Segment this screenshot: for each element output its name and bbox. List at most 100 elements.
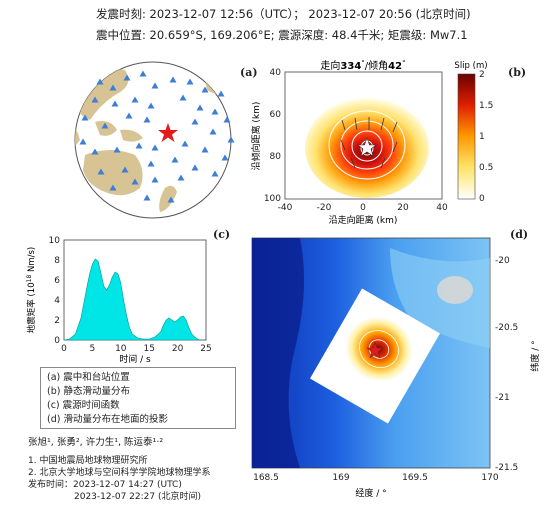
c-xtick: 0 xyxy=(61,344,67,354)
d-xtick: 170 xyxy=(481,473,498,483)
panel-a-label: (a) xyxy=(240,66,258,79)
c-ytick: 4 xyxy=(54,296,60,306)
legend-item: (c) 震源时间函数 xyxy=(47,400,120,411)
station-triangle xyxy=(221,154,229,161)
b-colorbar-ticks: 0 0.5 1 1.5 2 xyxy=(479,70,493,204)
station-triangle xyxy=(81,114,89,121)
station-triangle xyxy=(227,136,235,143)
station-triangle xyxy=(97,168,105,175)
panel-legend: (a) 震中和台站位置 (b) 静态滑动量分布 (c) 震源时间函数 (d) 滑… xyxy=(40,367,236,429)
panel-c-stf: 0 5 10 15 20 25 0 2 4 6 8 10 时间 / s 地震矩率… xyxy=(26,236,212,365)
depth-text: 震源深度: 48.4千米; xyxy=(278,28,385,42)
b-dip-label: /倾角 xyxy=(365,60,388,72)
land-masses xyxy=(75,68,231,212)
station-triangle xyxy=(139,70,147,77)
c-yticks: 0 2 4 6 8 10 xyxy=(49,236,61,346)
b-hypocenter-star xyxy=(357,137,377,157)
station-triangle xyxy=(135,142,143,149)
b-xtick: 40 xyxy=(436,203,448,213)
c-xtick: 20 xyxy=(172,344,184,354)
b-xtick: -20 xyxy=(317,203,332,213)
station-triangle xyxy=(147,160,155,167)
panel-c-label: (c) xyxy=(213,228,231,241)
c-ytick: 2 xyxy=(54,316,60,326)
epicenter-lat: 20.659°S, xyxy=(149,28,207,42)
b-ytick: 100 xyxy=(264,194,281,204)
b-cbar-tick: 0.5 xyxy=(479,163,493,173)
panel-b-slip-map: -40 -20 0 20 40 40 60 80 100 沿走向距离 (km) … xyxy=(250,60,493,226)
epicenter-line: 震中位置: 20.659°S, 169.206°E; 震源深度: 48.4千米;… xyxy=(96,27,468,43)
station-triangle xyxy=(109,84,117,91)
station-triangle xyxy=(171,156,179,163)
station-triangle xyxy=(217,90,225,97)
d-island xyxy=(437,276,473,304)
d-ytick: -21 xyxy=(495,393,510,403)
station-triangle xyxy=(201,86,209,93)
c-xtick: 5 xyxy=(90,344,96,354)
station-triangle xyxy=(186,78,194,85)
station-triangle xyxy=(123,74,131,81)
credits-authors: 张旭¹, 张勇², 许力生¹, 陈运泰¹·² xyxy=(28,437,164,448)
legend-item: (d) 滑动量分布在地面的投影 xyxy=(47,414,168,425)
station-triangle xyxy=(131,96,139,103)
b-ytick: 60 xyxy=(270,110,282,120)
station-triangle xyxy=(109,184,117,191)
credits-release-utc: 2023-12-07 14:27 (UTC) xyxy=(73,480,182,490)
d-xticks: 168.5 169 169.5 170 xyxy=(253,473,499,483)
b-cbar-tick: 0 xyxy=(479,194,485,204)
d-xtick: 169 xyxy=(332,473,349,483)
d-xtick: 169.5 xyxy=(402,473,428,483)
station-triangle xyxy=(101,122,109,129)
station-triangle xyxy=(151,144,159,151)
credits-affil2: 2. 北京大学地球与空间科学学院地球物理学系 xyxy=(28,468,211,478)
station-triangle xyxy=(113,146,121,153)
station-triangle xyxy=(167,196,175,203)
c-ytick: 6 xyxy=(54,276,60,286)
station-triangle xyxy=(147,102,155,109)
station-triangle xyxy=(169,76,177,83)
b-xtick: 0 xyxy=(360,203,366,213)
panel-d-label: (d) xyxy=(510,228,529,241)
b-cbar-tick: 1.5 xyxy=(479,101,493,111)
station-triangle xyxy=(111,100,119,107)
land-new-guinea xyxy=(120,129,143,142)
legend-item: (b) 静态滑动量分布 xyxy=(47,386,130,397)
station-markers xyxy=(79,70,235,203)
land-new-zealand xyxy=(159,185,177,212)
station-triangle xyxy=(196,104,204,111)
epicenter-label: 震中位置: xyxy=(96,28,146,42)
credits-release-line: 发布时间：2023-12-07 14:27 (UTC) xyxy=(28,479,182,491)
origin-time-local: 2023-12-07 20:56 (北京时间) xyxy=(308,7,471,21)
station-triangle xyxy=(191,118,199,125)
c-ylabel: 地震矩率 (1018 Nm/s) xyxy=(26,247,37,333)
station-triangle xyxy=(211,170,219,177)
b-ylabel: 沿倾向距离 (km) xyxy=(250,102,262,171)
station-triangle xyxy=(91,148,99,155)
b-title: 走向334°/倾角42° xyxy=(320,60,405,72)
station-triangle xyxy=(223,116,231,123)
b-xticks: -40 -20 0 20 40 xyxy=(278,203,448,213)
c-ytick: 0 xyxy=(54,336,60,346)
station-triangle xyxy=(201,146,209,153)
epicenter-star xyxy=(158,123,178,142)
panel-b-label: (b) xyxy=(508,66,527,79)
d-ytick: -21.5 xyxy=(495,463,518,473)
c-ytick: 8 xyxy=(54,256,60,266)
c-stf-area xyxy=(63,258,201,341)
b-dip: 42 xyxy=(388,61,402,72)
station-triangle xyxy=(151,82,159,89)
credits-release-local: 2023-12-07 22:27 (北京时间) xyxy=(74,492,201,502)
station-triangle xyxy=(211,108,219,115)
b-colorbar xyxy=(457,73,476,200)
station-triangle xyxy=(151,176,159,183)
b-strike: 334 xyxy=(340,61,361,72)
magnitude-text: 矩震级: Mw7.1 xyxy=(387,28,468,42)
epicenter-lon: 169.206°E; xyxy=(210,28,275,42)
b-xlabel: 沿走向距离 (km) xyxy=(329,214,398,226)
b-xtick: -40 xyxy=(278,203,293,213)
origin-time-utc: 2023-12-07 12:56（UTC）； xyxy=(149,7,305,21)
c-xtick: 25 xyxy=(200,344,211,354)
legend-item: (a) 震中和台站位置 xyxy=(47,372,130,383)
d-xlabel: 经度 / ° xyxy=(355,487,386,499)
d-ytick: -20.5 xyxy=(495,323,518,333)
